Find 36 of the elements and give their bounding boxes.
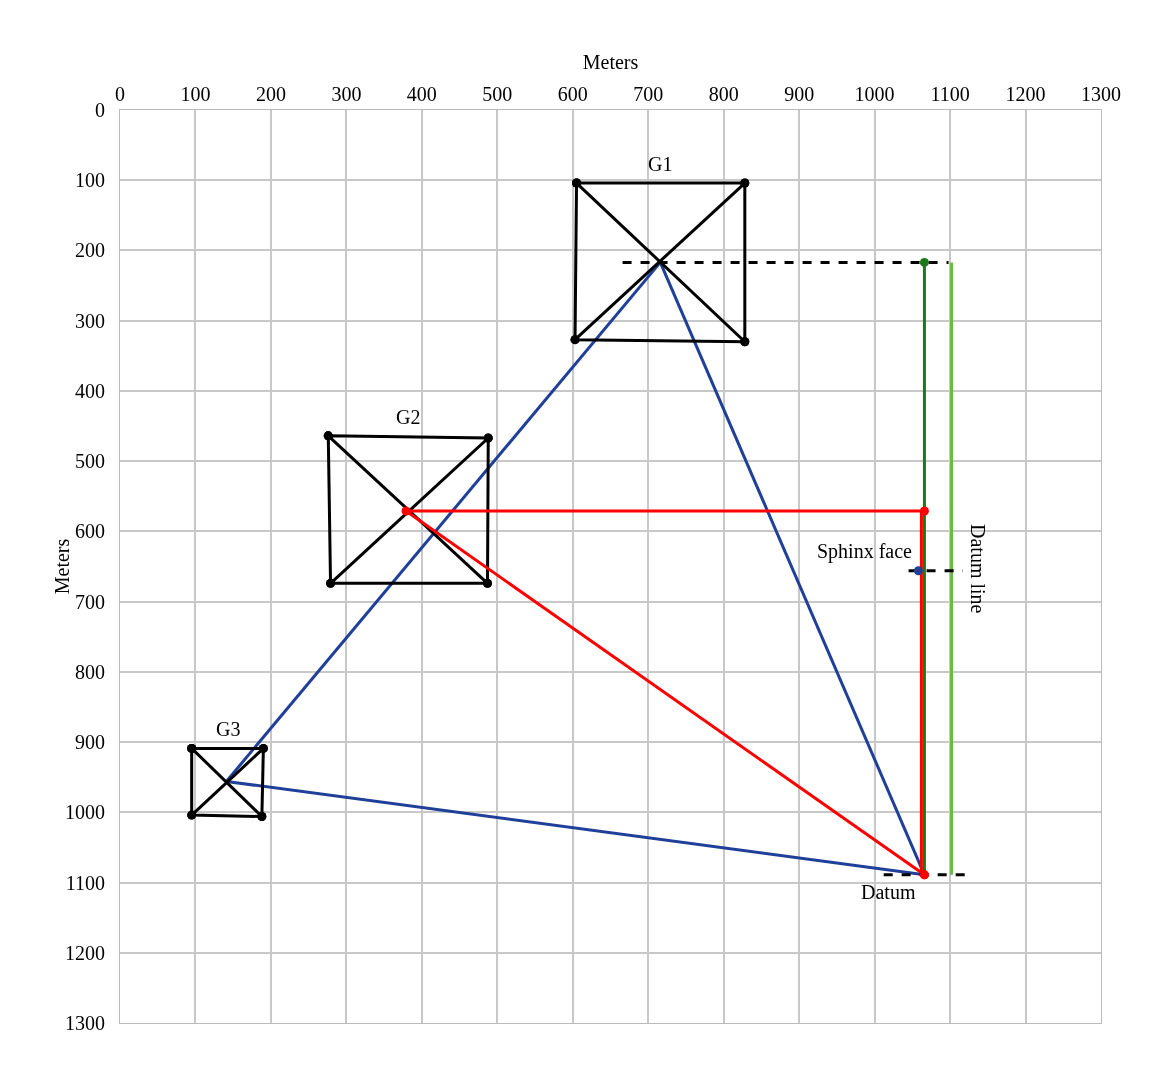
x-tick-label: 1100: [930, 83, 970, 105]
x-tick-label: 600: [557, 83, 588, 105]
y-tick-label: 400: [75, 379, 105, 402]
y-tick-label: 1100: [65, 871, 105, 894]
text: Datum line: [967, 524, 990, 614]
y-tick-label: 1000: [65, 801, 105, 824]
y-tick-label: 300: [75, 309, 105, 332]
y-tick-label: 700: [75, 590, 105, 613]
series-label: Datum: [861, 881, 916, 903]
x-tick-label: 1300: [1081, 83, 1121, 105]
x-tick-label: 900: [784, 83, 815, 105]
text: G2: [396, 406, 421, 428]
x-tick-label: 400: [406, 83, 437, 105]
y-tick-label: 1200: [65, 941, 105, 964]
x-tick-label: 300: [331, 83, 362, 105]
x-tick-label: 1000: [854, 83, 895, 105]
text: G1: [648, 153, 673, 175]
series-label: G3: [216, 718, 241, 740]
y-tick-label: 800: [75, 660, 105, 683]
y-tick-label: 100: [75, 169, 105, 192]
x-tick-label: 100: [180, 83, 211, 105]
x-tick-label: 200: [255, 83, 286, 105]
y-tick-label: 500: [75, 450, 105, 473]
x-axis-title: Meters: [582, 50, 639, 73]
x-tick-label: 800: [708, 83, 739, 105]
x-tick-label: 700: [633, 83, 664, 105]
x-tick-label: 0: [115, 83, 125, 105]
y-tick-label: 0: [95, 99, 105, 121]
y-tick-label: 600: [75, 520, 105, 543]
x-tick-label: 1200: [1005, 83, 1046, 105]
y-tick-label: 1300: [65, 1012, 105, 1034]
y-axis-title: Meters: [51, 538, 73, 595]
y-tick-label: 900: [75, 731, 105, 754]
series-label: Sphinx face: [817, 540, 913, 563]
x-tick-label: 500: [482, 83, 513, 105]
y-tick-label: 200: [75, 239, 105, 262]
